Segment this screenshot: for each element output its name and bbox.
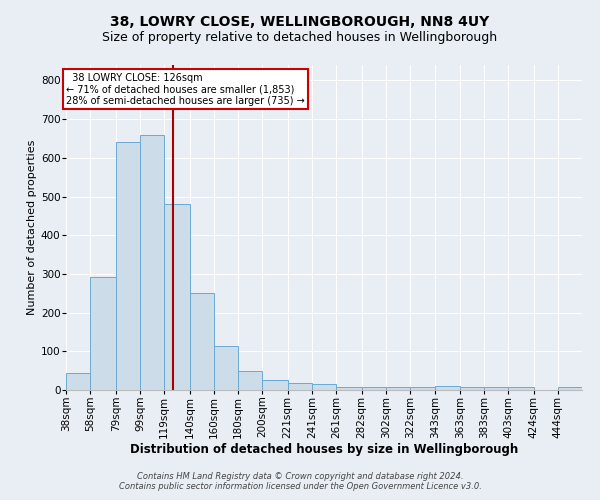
- Bar: [287, 384, 312, 390]
- Text: Contains public sector information licensed under the Open Government Licence v3: Contains public sector information licen…: [119, 482, 481, 491]
- Text: Size of property relative to detached houses in Wellingborough: Size of property relative to detached ho…: [103, 31, 497, 44]
- Bar: [140, 134, 164, 390]
- Bar: [90, 276, 116, 390]
- Bar: [116, 142, 140, 390]
- Bar: [336, 387, 362, 390]
- Bar: [436, 386, 460, 390]
- Bar: [262, 380, 287, 390]
- Bar: [558, 387, 582, 390]
- Bar: [312, 384, 336, 390]
- Bar: [214, 346, 238, 390]
- Bar: [66, 372, 90, 390]
- X-axis label: Distribution of detached houses by size in Wellingborough: Distribution of detached houses by size …: [130, 443, 518, 456]
- Bar: [164, 204, 190, 390]
- Text: 38, LOWRY CLOSE, WELLINGBOROUGH, NN8 4UY: 38, LOWRY CLOSE, WELLINGBOROUGH, NN8 4UY: [110, 15, 490, 29]
- Bar: [460, 387, 484, 390]
- Text: Contains HM Land Registry data © Crown copyright and database right 2024.: Contains HM Land Registry data © Crown c…: [137, 472, 463, 481]
- Bar: [386, 387, 410, 390]
- Bar: [410, 387, 436, 390]
- Bar: [238, 370, 262, 390]
- Bar: [508, 387, 533, 390]
- Y-axis label: Number of detached properties: Number of detached properties: [26, 140, 37, 315]
- Bar: [484, 387, 508, 390]
- Bar: [190, 294, 214, 390]
- Bar: [362, 387, 386, 390]
- Text: 38 LOWRY CLOSE: 126sqm  
← 71% of detached houses are smaller (1,853)
28% of sem: 38 LOWRY CLOSE: 126sqm ← 71% of detached…: [66, 72, 305, 106]
